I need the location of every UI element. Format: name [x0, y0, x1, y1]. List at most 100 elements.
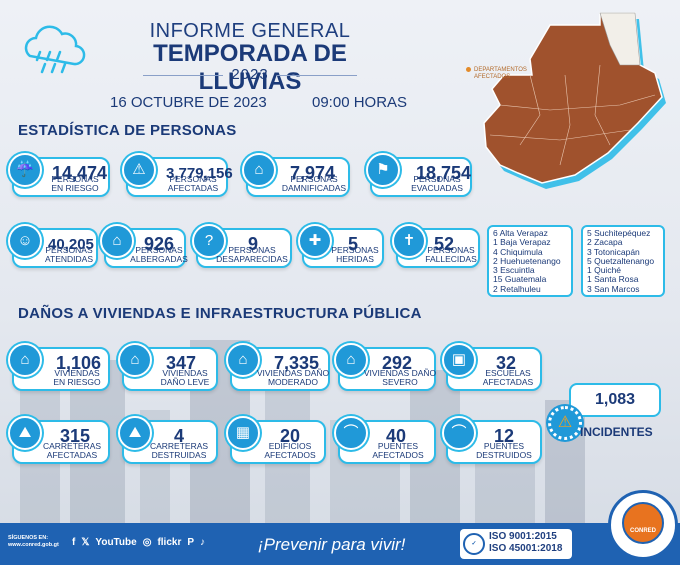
instagram-icon[interactable]: ◎ — [142, 537, 152, 548]
x-icon[interactable]: 𝕏 — [81, 537, 90, 548]
list-item: 1 Quiché — [587, 265, 622, 276]
stat-card-homes-light: ⌂ 347 VIVIENDAS DAÑO LEVE — [118, 343, 218, 391]
stat-label: CARRETERAS DESTRUIDAS — [149, 441, 209, 460]
stat-card-injured: ✚ 5 PERSONAS HERIDAS — [298, 224, 384, 268]
pinterest-icon[interactable]: P — [187, 537, 195, 548]
stat-label: VIVIENDAS DAÑO SEVERO — [363, 368, 437, 387]
stat-value: 1,106 — [56, 353, 102, 373]
report-hour: 09:00 HORAS — [312, 94, 408, 111]
stat-card-damnified: ⌂ 7,974 PERSONAS DAMNIFICADAS — [242, 153, 350, 197]
rain-cloud-icon — [24, 25, 86, 74]
stat-card-evacuated: ⚑ 18,754 PERSONAS EVACUADAS — [366, 153, 472, 197]
stat-value: 7,335 — [274, 353, 320, 373]
people-section-title: ESTADÍSTICA DE PERSONAS — [18, 122, 237, 139]
stat-value: 347 — [166, 353, 197, 373]
house-rain-icon: ⌂ — [334, 343, 368, 377]
legend-marker — [466, 67, 471, 72]
stat-label: PERSONAS DESAPARECIDAS — [216, 245, 288, 264]
report-date: 16 OCTUBRE DE 2023 — [110, 94, 267, 111]
follow-label: SÍGUENOS EN: — [8, 535, 49, 541]
bridge-broken-icon: ⌒ — [442, 416, 476, 450]
cross-icon: ✝ — [392, 224, 426, 258]
stat-label: CARRETERAS AFECTADAS — [42, 441, 102, 460]
list-item: 6 Alta Verapaz — [493, 228, 548, 238]
conred-label: CONRED — [629, 528, 656, 534]
stat-value: 5 — [348, 234, 359, 254]
list-item: 3 Escuintla — [493, 265, 535, 276]
guatemala-map — [483, 12, 666, 189]
list-item: 3 Totonicapán — [587, 246, 640, 257]
stat-card-bridges-affected: ⌒ 40 PUENTES AFECTADOS — [334, 416, 436, 464]
stat-card-sheltered: ⌂ 926 PERSONAS ALBERGADAS — [100, 224, 188, 268]
house-damaged-icon: ⌂ — [242, 153, 276, 187]
bridge-icon: ⌒ — [334, 416, 368, 450]
list-item: 2 Retalhuleu — [493, 283, 541, 294]
incidents-label: INCIDENTES — [580, 425, 653, 439]
stat-value: 9 — [248, 234, 259, 254]
iso-45001: ISO 45001:2018 — [489, 543, 563, 554]
running-person-icon: ⚑ — [366, 153, 400, 187]
website-link[interactable]: www.conred.gob.gt — [8, 542, 59, 548]
stat-label: PUENTES AFECTADOS — [372, 441, 424, 460]
stat-label: PERSONAS DAMNIFICADAS — [281, 174, 347, 193]
stat-value: 20 — [280, 426, 301, 446]
follow-us: SÍGUENOS EN: www.conred.gob.gt — [8, 535, 59, 549]
stat-label: PERSONAS AFECTADAS — [167, 174, 219, 193]
stat-value: 3,779,156 — [166, 165, 233, 182]
stat-value: 52 — [434, 234, 455, 254]
list-item: 4 Chiquimula — [493, 246, 543, 257]
department-list-1: 6 Alta Verapaz 1 Baja Verapaz 4 Chiquimu… — [487, 225, 573, 297]
iso-9001: ISO 9001:2015 — [489, 531, 557, 542]
stat-card-roads-destroyed: ⛰ 4 CARRETERAS DESTRUIDAS — [118, 416, 218, 464]
people-risk-icon: ☔ — [8, 153, 42, 187]
stat-label: PERSONAS EVACUADAS — [411, 174, 463, 193]
list-item: 2 Zacapa — [587, 237, 623, 248]
people-group-icon: ☺ — [8, 224, 42, 258]
stat-value: 40 — [386, 426, 407, 446]
incidents-value: 1,083 — [569, 383, 661, 417]
stat-label: EDIFICIOS AFECTADOS — [264, 441, 316, 460]
stat-value: 292 — [382, 353, 413, 373]
slogan: ¡Prevenir para vivir! — [258, 535, 406, 554]
report-title: INFORME GENERAL — [149, 20, 351, 42]
stat-value: 315 — [60, 426, 91, 446]
stat-card-roads-affected: ⛰ 315 CARRETERAS AFECTADAS — [8, 416, 110, 464]
stat-label: VIVIENDAS DAÑO LEVE — [160, 368, 210, 387]
stat-value: 7,974 — [290, 163, 336, 183]
stat-card-bridges-destroyed: ⌒ 12 PUENTES DESTRUIDOS — [442, 416, 542, 464]
question-person-icon: ? — [192, 224, 226, 258]
house-icon: ⌂ — [118, 343, 152, 377]
certification-logo: ✓ — [463, 533, 485, 555]
stat-card-missing: ? 9 PERSONAS DESAPARECIDAS — [192, 224, 292, 268]
list-item: 5 Quetzaltenango — [587, 255, 655, 266]
social-links: f 𝕏 YouTube ◎ flickr P ♪ — [72, 537, 205, 549]
stat-card-attended: ☺ 40,205 PERSONAS ATENDIDAS — [8, 224, 98, 268]
stat-label: VIVIENDAS EN RIESGO — [53, 368, 101, 387]
stat-card-deceased: ✝ 52 PERSONAS FALLECIDAS — [392, 224, 480, 268]
report-year: 2023 — [100, 66, 400, 83]
department-list-2: 5 Suchitepéquez 2 Zacapa 3 Totonicapán 5… — [581, 225, 665, 297]
flickr-icon[interactable]: flickr — [157, 537, 182, 548]
stat-label: VIVIENDAS DAÑO MODERADO — [256, 368, 330, 387]
house-cracked-icon: ⌂ — [226, 343, 260, 377]
stat-card-homes-moderate: ⌂ 7,335 VIVIENDAS DAÑO MODERADO — [226, 343, 330, 391]
iso-text: ISO 9001:2015 ISO 45001:2018 — [489, 531, 562, 555]
shelter-icon: ⌂ — [100, 224, 134, 258]
warning-gear-icon: ⚠ — [548, 406, 582, 440]
injured-person-icon: ✚ — [298, 224, 332, 258]
stat-value: 40,205 — [48, 236, 94, 253]
housing-section-title: DAÑOS A VIVIENDAS E INFRAESTRUCTURA PÚBL… — [18, 305, 422, 322]
facebook-icon[interactable]: f — [72, 537, 76, 548]
tiktok-icon[interactable]: ♪ — [200, 537, 206, 548]
stat-value: 926 — [144, 234, 175, 254]
list-item: 1 Santa Rosa — [587, 274, 639, 285]
list-item: 1 Baja Verapaz — [493, 237, 551, 248]
youtube-icon[interactable]: YouTube — [95, 537, 137, 548]
house-flood-icon: ⌂ — [8, 343, 42, 377]
conred-emblem — [622, 502, 664, 544]
stat-card-affected: ⚠ 3,779,156 PERSONAS AFECTADAS — [122, 153, 233, 197]
stat-label: PUENTES DESTRUIDOS — [476, 441, 532, 460]
stat-label: PERSONAS HERIDAS — [331, 245, 379, 264]
map-legend: DEPARTAMENTOS AFECTADOS — [466, 67, 527, 81]
